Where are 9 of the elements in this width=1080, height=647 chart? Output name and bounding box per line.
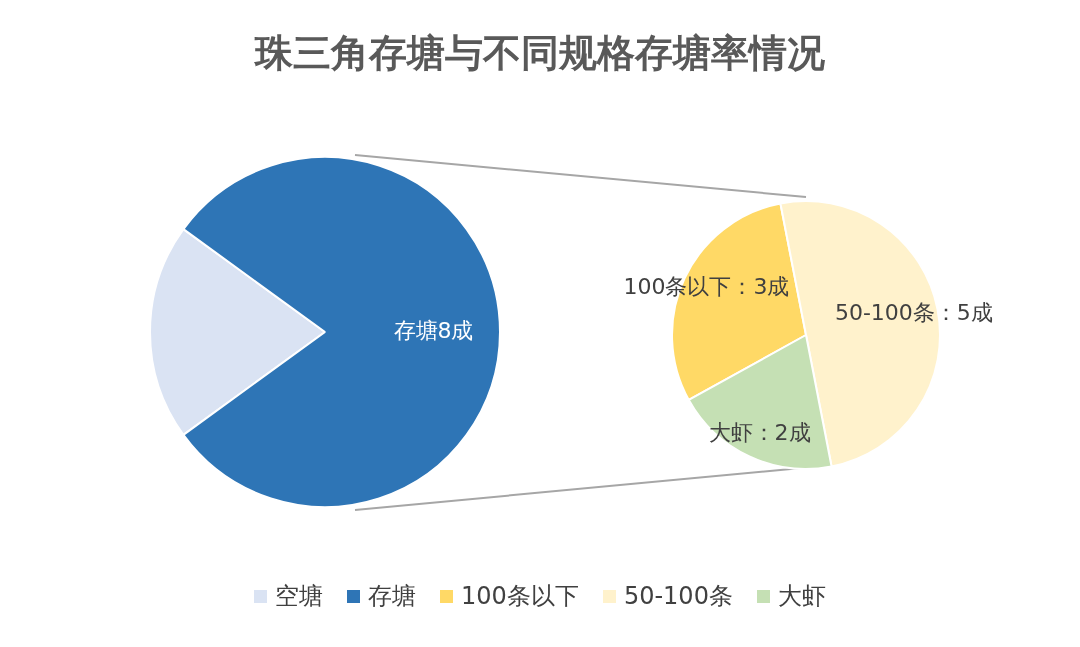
data-label: 存塘8成 bbox=[393, 317, 474, 343]
data-label: 50-100条：5成 bbox=[834, 299, 993, 325]
data-label: 大虾：2成 bbox=[708, 420, 811, 446]
legend-label: 存塘 bbox=[368, 581, 417, 612]
legend-label: 大虾 bbox=[777, 581, 826, 612]
legend-label: 空塘 bbox=[275, 581, 324, 612]
legend-label: 100条以下 bbox=[461, 581, 579, 612]
legend-label: 50-100条 bbox=[623, 581, 733, 612]
chart-title: 珠三角存塘与不同规格存塘率情况 bbox=[253, 30, 826, 77]
